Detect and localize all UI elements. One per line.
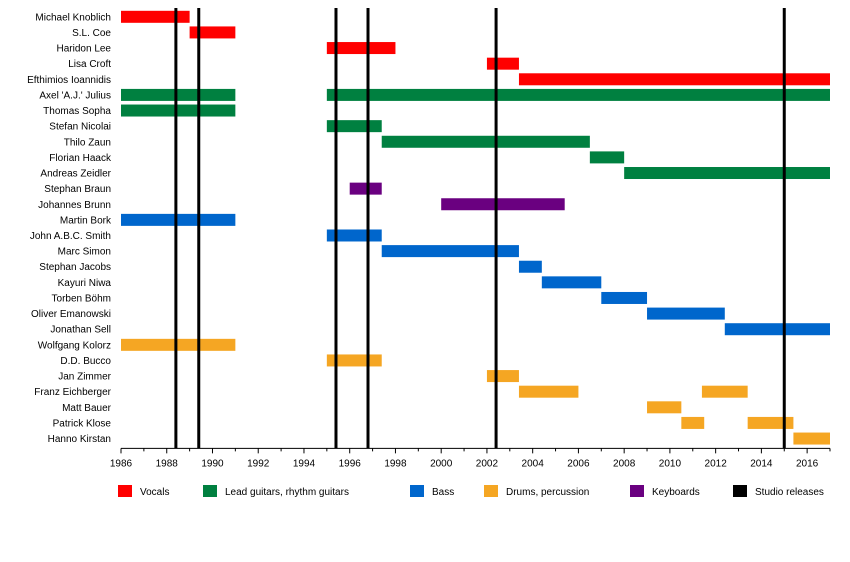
bar-bass: [518, 260, 542, 273]
x-tick-label: 2016: [796, 458, 819, 469]
member-label: Michael Knoblich: [35, 12, 111, 23]
bar-bass: [647, 307, 725, 320]
studio-release-lines: [174, 8, 786, 449]
bar-bass: [121, 213, 236, 226]
member-label: Oliver Emanowski: [31, 309, 111, 320]
member-label: Jan Zimmer: [58, 372, 111, 383]
legend-swatch-keyboards: [630, 485, 644, 497]
bar-keyboards: [349, 182, 382, 195]
member-label: Martin Bork: [60, 215, 112, 226]
x-tick-label: 2010: [659, 458, 682, 469]
bar-vocals: [121, 10, 190, 23]
bar-bass: [724, 323, 830, 336]
member-label: Axel 'A.J.' Julius: [39, 90, 111, 101]
x-tick-label: 1994: [293, 458, 316, 469]
member-label: John A.B.C. Smith: [30, 231, 111, 242]
member-label: Stephan Braun: [44, 184, 111, 195]
x-tick-label: 2012: [705, 458, 728, 469]
bar-bass: [381, 245, 519, 258]
member-label: Marc Simon: [58, 247, 111, 258]
bar-drums: [121, 338, 236, 351]
member-label: Haridon Lee: [57, 44, 112, 55]
legend: Vocals Lead guitars, rhythm guitars Bass Dr…: [118, 485, 824, 498]
x-tick-label: 1990: [201, 458, 224, 469]
member-label: Stephan Jacobs: [39, 262, 111, 273]
legend-swatch-bass: [410, 485, 424, 497]
member-labels: Michael Knoblich S.L. Coe Haridon Lee Lisa …: [27, 12, 112, 445]
bar-drums: [793, 432, 830, 445]
member-label: Lisa Croft: [68, 59, 111, 70]
x-tick-label: 2004: [522, 458, 545, 469]
bar-drums: [681, 416, 705, 429]
member-label: Hanno Kirstan: [48, 434, 111, 445]
x-tick-label: 1986: [110, 458, 133, 469]
member-label: Andreas Zeidler: [40, 169, 111, 180]
x-tick-label: 1998: [384, 458, 407, 469]
bar-guitars: [326, 120, 382, 133]
legend-swatch-releases: [733, 485, 747, 497]
x-tick-label: 2014: [750, 458, 773, 469]
member-label: Wolfgang Kolorz: [38, 340, 111, 351]
member-label: Franz Eichberger: [34, 387, 111, 398]
legend-label-releases: Studio releases: [755, 487, 824, 498]
legend-label-bass: Bass: [432, 487, 454, 498]
member-bars: [121, 10, 830, 445]
member-label: Patrick Klose: [53, 418, 112, 429]
member-label: Jonathan Sell: [50, 325, 111, 336]
x-tick-label: 2002: [476, 458, 499, 469]
bar-drums: [701, 385, 748, 398]
member-label: Stefan Nicolai: [49, 122, 111, 133]
member-label: D.D. Bucco: [60, 356, 111, 367]
bar-keyboards: [441, 198, 565, 211]
legend-swatch-vocals: [118, 485, 132, 497]
x-tick-label: 1992: [247, 458, 270, 469]
bar-guitars: [589, 151, 625, 164]
x-tick-label: 2008: [613, 458, 636, 469]
bar-vocals: [189, 26, 236, 39]
bar-drums: [518, 385, 579, 398]
bar-vocals: [326, 42, 396, 55]
member-label: Thomas Sopha: [43, 106, 111, 117]
legend-label-drums: Drums, percussion: [506, 487, 589, 498]
x-tick-label: 1988: [156, 458, 179, 469]
bar-vocals: [486, 57, 519, 70]
member-label: Thilo Zaun: [64, 137, 111, 148]
bar-vocals: [518, 73, 830, 86]
bar-bass: [601, 291, 648, 304]
bar-drums: [747, 416, 794, 429]
member-label: S.L. Coe: [72, 28, 111, 39]
x-tick-label: 2006: [567, 458, 590, 469]
member-label: Torben Böhm: [52, 293, 111, 304]
legend-label-vocals: Vocals: [140, 487, 169, 498]
member-label: Efthimios Ioannidis: [27, 75, 111, 86]
legend-swatch-guitars: [203, 485, 217, 497]
bar-drums: [486, 370, 519, 383]
bar-bass: [541, 276, 602, 289]
bar-guitars: [121, 104, 236, 117]
bar-guitars: [624, 167, 830, 180]
legend-label-keyboards: Keyboards: [652, 487, 700, 498]
member-label: Johannes Brunn: [38, 200, 111, 211]
member-label: Florian Haack: [49, 153, 112, 164]
member-label: Matt Bauer: [62, 403, 112, 414]
bar-guitars: [381, 135, 590, 148]
bar-drums: [647, 401, 682, 414]
legend-swatch-drums: [484, 485, 498, 497]
bar-guitars: [121, 88, 236, 101]
x-tick-label: 2000: [430, 458, 453, 469]
x-axis: 1986 1988 1990 1992 1994 1996 1998 2000 2002 2004…: [110, 447, 831, 469]
member-label: Kayuri Niwa: [58, 278, 112, 289]
legend-label-guitars: Lead guitars, rhythm guitars: [225, 487, 349, 498]
x-tick-label: 1996: [339, 458, 362, 469]
bar-guitars: [326, 88, 830, 101]
